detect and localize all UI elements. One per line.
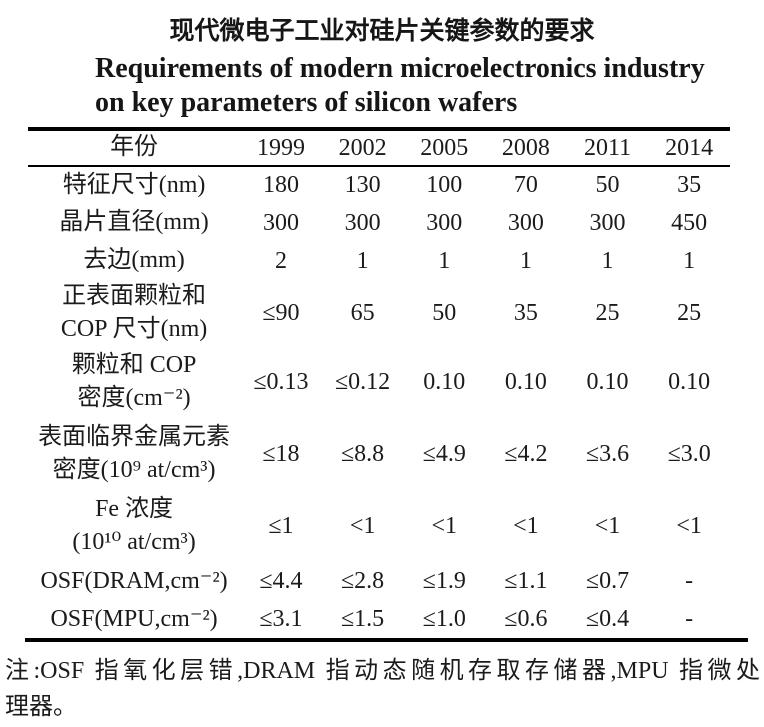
row-label: OSF(MPU,cm⁻²) xyxy=(50,605,218,632)
row-label: 晶片直径(mm) xyxy=(59,209,209,236)
cell-value: ≤1.1 xyxy=(504,567,548,594)
header-year-2002: 2002 xyxy=(321,129,404,167)
table-row-osf-dram: OSF(DRAM,cm⁻²) ≤4.4 ≤2.8 ≤1.9 ≤1.1 ≤0.7 … xyxy=(28,562,730,600)
cell-value: 65 xyxy=(350,299,375,326)
cell-value: 130 xyxy=(344,172,381,198)
table-row-critical-metal-density: 表面临界金属元素 密度(10⁹ at/cm³) ≤18 ≤8.8 ≤4.9 ≤4… xyxy=(28,418,730,490)
cell-value: 35 xyxy=(677,172,702,198)
cell-value: 0.10 xyxy=(504,368,547,395)
row-label: 特征尺寸(nm) xyxy=(62,171,206,198)
table-footnote-line1: 注:OSF 指氧化层错,DRAM 指动态随机存取存储器,MPU 指微处 xyxy=(5,658,760,685)
table-caption-english-line1: Requirements of modern microelectronics … xyxy=(95,53,705,84)
table-row-particle-cop-density: 颗粒和 COP 密度(cm⁻²) ≤0.13 ≤0.12 0.10 0.10 0… xyxy=(28,346,730,418)
cell-value: 0.10 xyxy=(586,368,629,395)
cell-value: ≤8.8 xyxy=(341,440,385,467)
table-row-osf-mpu: OSF(MPU,cm⁻²) ≤3.1 ≤1.5 ≤1.0 ≤0.6 ≤0.4 - xyxy=(28,600,730,638)
cell-value: ≤1.9 xyxy=(422,567,466,594)
cell-value: ≤0.13 xyxy=(253,368,309,395)
table-bottom-rule xyxy=(25,638,748,643)
cell-value: - xyxy=(685,605,694,632)
cell-value: ≤1.5 xyxy=(341,605,385,632)
cell-value: 100 xyxy=(426,172,463,198)
cell-value: 300 xyxy=(426,209,463,236)
cell-value: 1 xyxy=(683,247,696,274)
cell-value: 35 xyxy=(513,299,538,326)
table-row-wafer-diameter: 晶片直径(mm) 300 300 300 300 300 450 xyxy=(28,204,730,242)
row-label: 去边(mm) xyxy=(83,247,185,274)
cell-value: ≤3.1 xyxy=(259,605,303,632)
cell-value: <1 xyxy=(676,512,702,539)
row-label: 正表面颗粒和 COP 尺寸(nm) xyxy=(60,283,208,343)
table-header-row: 年份 1999 2002 2005 2008 2011 2014 xyxy=(28,129,730,167)
cell-value: 180 xyxy=(262,172,299,198)
table-caption-chinese: 现代微电子工业对硅片关键参数的要求 xyxy=(169,17,595,45)
cell-value: 50 xyxy=(432,299,457,326)
row-label: 表面临界金属元素 密度(10⁹ at/cm³) xyxy=(38,424,231,484)
cell-value: <1 xyxy=(431,512,457,539)
cell-value: ≤4.9 xyxy=(422,440,466,467)
table-row-particle-cop-size: 正表面颗粒和 COP 尺寸(nm) ≤90 65 50 35 25 25 xyxy=(28,280,730,346)
table-footnote: 注:OSF 指氧化层错,DRAM 指动态随机存取存储器,MPU 指微处 理器。 xyxy=(5,653,760,725)
header-year-label: 年份 xyxy=(28,129,241,167)
cell-value: <1 xyxy=(513,512,539,539)
cell-value: ≤3.0 xyxy=(667,440,711,467)
cell-value: 1 xyxy=(601,247,614,274)
cell-value: 0.10 xyxy=(668,368,711,395)
cell-value: 300 xyxy=(589,209,626,236)
cell-value: 450 xyxy=(671,209,708,236)
cell-value: 300 xyxy=(507,209,544,236)
cell-value: 2 xyxy=(274,247,287,274)
cell-value: - xyxy=(685,567,694,594)
cell-value: 50 xyxy=(595,172,620,198)
cell-value: 70 xyxy=(513,172,538,198)
parameters-table: 年份 1999 2002 2005 2008 2011 2014 特征尺寸(nm… xyxy=(28,127,730,638)
cell-value: <1 xyxy=(349,512,376,539)
table-caption-english-line2: on key parameters of silicon wafers xyxy=(95,87,518,118)
row-label: OSF(DRAM,cm⁻²) xyxy=(40,567,228,594)
table-row-fe-concentration: Fe 浓度 (10¹⁰ at/cm³) ≤1 <1 <1 <1 <1 <1 xyxy=(28,490,730,562)
table-row-edge-exclusion: 去边(mm) 2 1 1 1 1 1 xyxy=(28,242,730,280)
cell-value: 1 xyxy=(438,247,451,274)
cell-value: ≤4.4 xyxy=(259,567,303,594)
cell-value: 25 xyxy=(677,299,702,326)
cell-value: ≤0.4 xyxy=(585,605,630,632)
cell-value: 1 xyxy=(519,247,532,274)
cell-value: ≤90 xyxy=(262,299,300,326)
cell-value: ≤18 xyxy=(262,440,300,467)
cell-value: ≤0.7 xyxy=(585,567,630,594)
cell-value: <1 xyxy=(594,512,621,539)
header-year-2008: 2008 xyxy=(485,129,567,167)
table-caption-english: Requirements of modern microelectronics … xyxy=(95,52,764,120)
cell-value: 300 xyxy=(344,209,381,236)
cell-value: ≤4.2 xyxy=(504,440,548,467)
cell-value: 1 xyxy=(356,247,369,274)
header-year-2005: 2005 xyxy=(403,129,486,167)
cell-value: 0.10 xyxy=(423,368,466,395)
table-footnote-line2: 理器。 xyxy=(5,694,77,721)
cell-value: ≤0.6 xyxy=(504,605,548,632)
cell-value: 25 xyxy=(595,299,620,326)
table-row-feature-size: 特征尺寸(nm) 180 130 100 70 50 35 xyxy=(28,166,730,204)
row-label: Fe 浓度 (10¹⁰ at/cm³) xyxy=(72,496,196,556)
cell-value: ≤1.0 xyxy=(422,605,466,632)
cell-value: ≤1 xyxy=(268,512,294,539)
header-year-1999: 1999 xyxy=(240,129,322,167)
cell-value: 300 xyxy=(262,209,299,236)
header-year-2011: 2011 xyxy=(566,129,649,167)
cell-value: ≤2.8 xyxy=(341,567,385,594)
header-year-2014: 2014 xyxy=(648,129,730,167)
cell-value: ≤0.12 xyxy=(335,368,391,395)
cell-value: ≤3.6 xyxy=(585,440,630,467)
row-label: 颗粒和 COP 密度(cm⁻²) xyxy=(71,352,197,412)
